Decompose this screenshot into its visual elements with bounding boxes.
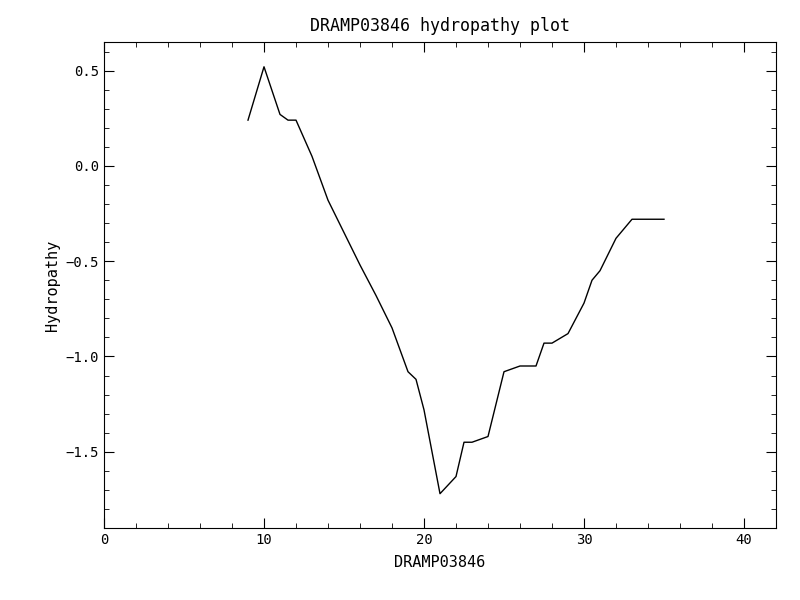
Y-axis label: Hydropathy: Hydropathy <box>45 239 60 331</box>
Title: DRAMP03846 hydropathy plot: DRAMP03846 hydropathy plot <box>310 17 570 35</box>
X-axis label: DRAMP03846: DRAMP03846 <box>394 555 486 570</box>
